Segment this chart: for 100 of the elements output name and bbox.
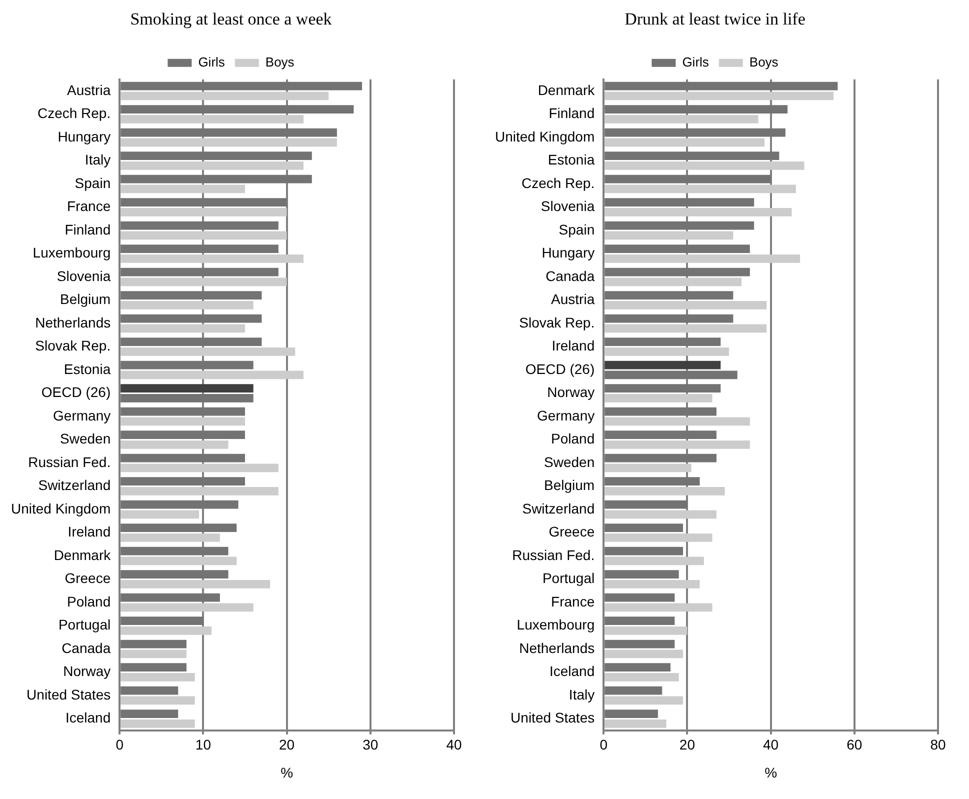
bar: [120, 128, 337, 137]
y-tick-label: Canada: [546, 268, 595, 284]
bar: [120, 710, 178, 718]
x-axis-title: %: [280, 764, 294, 780]
y-tick-label: United Kingdom: [494, 128, 595, 144]
x-tick-label: 10: [195, 736, 212, 753]
bar: [604, 82, 838, 90]
y-tick-label: Netherlands: [35, 314, 111, 330]
bar: [120, 384, 254, 393]
bar: [120, 407, 246, 416]
bar: [604, 417, 750, 426]
y-tick-label: Belgium: [544, 477, 595, 494]
bar: [120, 500, 238, 509]
y-tick-label: Austria: [551, 291, 595, 308]
bar: [604, 663, 670, 672]
y-tick-label: Spain: [558, 221, 595, 238]
bar: [604, 487, 725, 496]
bar: [604, 640, 675, 648]
y-tick-label: Canada: [62, 640, 111, 656]
bar: [120, 92, 329, 100]
y-tick-label: Russian Fed.: [512, 546, 595, 563]
bar: [604, 603, 712, 612]
bar: [604, 556, 704, 566]
bar: [604, 454, 716, 462]
bar: [120, 244, 278, 254]
bar: [604, 268, 750, 276]
bar: [120, 570, 228, 579]
bar: [604, 254, 800, 263]
bar: [604, 394, 712, 402]
bar: [120, 650, 186, 658]
bar: [604, 710, 658, 718]
x-tick-label: 40: [763, 736, 779, 753]
bar: [604, 440, 750, 449]
y-tick-label: Slovak Rep.: [35, 338, 111, 354]
y-tick-label: Greece: [64, 570, 111, 586]
bar: [120, 221, 278, 230]
y-tick-label: United States: [26, 686, 111, 702]
y-tick-label: Austria: [67, 82, 111, 98]
bar: [120, 348, 296, 356]
bar: [604, 301, 767, 310]
y-tick-label: Finland: [548, 105, 595, 122]
y-tick-label: Netherlands: [519, 640, 595, 656]
bar: [604, 338, 721, 346]
y-tick-label: Italy: [84, 152, 111, 168]
bar: [120, 231, 287, 240]
bar: [604, 534, 712, 542]
y-tick-label: France: [551, 593, 595, 610]
bar: [604, 500, 688, 509]
y-tick-label: Hungary: [58, 128, 111, 144]
y-tick-label: Ireland: [552, 338, 595, 354]
chart-title: Drunk at least twice in life: [624, 10, 806, 29]
bar: [604, 524, 684, 532]
bar: [120, 593, 220, 602]
bar: [120, 291, 262, 300]
y-tick-label: Norway: [63, 663, 111, 680]
bar: [604, 92, 834, 100]
bar: [604, 221, 754, 230]
y-tick-label: Greece: [548, 524, 595, 540]
bar: [604, 208, 792, 216]
y-tick-label: Finland: [64, 221, 111, 238]
x-tick-label: 40: [446, 736, 462, 753]
bar: [120, 524, 237, 532]
bar: [604, 626, 688, 635]
bar: [120, 254, 304, 263]
y-tick-label: United Kingdom: [10, 500, 111, 516]
bar: [604, 128, 786, 137]
bar: [120, 268, 278, 276]
bar: [604, 162, 804, 170]
bar: [120, 616, 204, 626]
y-tick-label: Spain: [74, 174, 111, 191]
bar: [604, 673, 679, 682]
y-tick-label: Switzerland: [522, 500, 595, 516]
bar: [120, 556, 237, 566]
legend-label: Boys: [265, 54, 295, 70]
y-tick-label: Luxembourg: [516, 616, 595, 633]
bar: [604, 510, 716, 519]
bar: [120, 477, 246, 486]
bar: [604, 593, 675, 602]
y-tick-label: Estonia: [64, 360, 111, 377]
bar: [604, 720, 666, 728]
bar: [120, 152, 312, 160]
bar: [120, 626, 212, 635]
y-tick-label: United States: [510, 710, 595, 726]
bar: [120, 464, 278, 472]
bar: [604, 570, 679, 579]
bar: [604, 546, 684, 556]
bar: [120, 510, 200, 519]
x-tick-label: 0: [116, 736, 124, 753]
bar: [120, 663, 186, 672]
bar: [120, 314, 262, 323]
y-tick-label: Poland: [551, 430, 595, 447]
bar: [604, 115, 758, 124]
bar: [604, 244, 750, 254]
bar: [604, 580, 700, 588]
y-tick-label: Switzerland: [38, 477, 111, 494]
y-tick-label: Slovak Rep.: [519, 314, 595, 330]
bar: [120, 360, 254, 370]
bar: [120, 338, 262, 346]
y-tick-label: Portugal: [542, 570, 595, 586]
y-tick-label: Germany: [53, 407, 111, 424]
